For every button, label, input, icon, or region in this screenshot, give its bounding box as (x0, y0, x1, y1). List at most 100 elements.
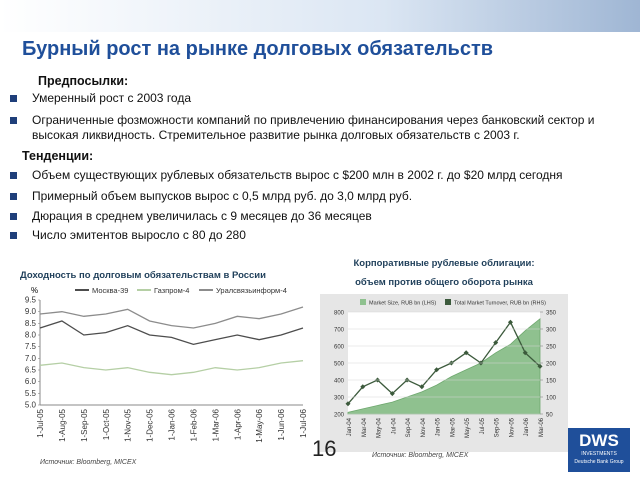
marker (537, 363, 543, 369)
logo-line: Deutsche Bank Group (574, 459, 624, 465)
bullet: Дюрация в среднем увеличилась с 9 месяце… (10, 209, 612, 224)
x-tick-label: Sep-04 (406, 417, 412, 437)
y-tick-label: 9.5 (25, 296, 37, 305)
bullet-text: Объем существующих рублевых обязательств… (32, 168, 563, 182)
y-tick-label: 7.0 (25, 354, 37, 363)
y-tick-label: 600 (334, 345, 345, 351)
x-tick-label: 1-Oct-05 (102, 408, 111, 440)
y2-tick-label: 250 (546, 345, 557, 351)
x-tick-label: May-04 (377, 417, 383, 438)
marker (507, 319, 513, 325)
y-tick-label: 6.5 (25, 366, 37, 375)
legend-label: Market Size, RUB bn (LHS) (369, 301, 436, 307)
source: Источник: Bloomberg, MICEX (40, 459, 137, 466)
y2-tick-label: 50 (546, 413, 553, 419)
y-tick-label: 7.5 (25, 342, 37, 351)
y2-tick-label: 350 (546, 311, 557, 317)
bullet: Число эмитентов выросло с 80 до 280 (10, 228, 612, 243)
x-tick-label: 1-Jun-06 (277, 408, 286, 440)
y-axis-label: % (31, 286, 38, 295)
bullet: Ограниченные фозможности компаний по при… (10, 113, 612, 143)
marker (434, 367, 440, 373)
x-tick-label: 1-Aug-05 (58, 408, 67, 441)
section-heading: Предпосылки: (38, 74, 129, 88)
x-tick-label: 1-Mar-06 (211, 408, 220, 441)
source: Источник: Bloomberg, MICEX (372, 452, 469, 459)
x-tick-label: 1-Jul-05 (36, 408, 45, 437)
bond-market-chart: Корпоративные рублевые облигации: объем п… (320, 258, 568, 452)
y-tick-label: 400 (334, 379, 345, 385)
bullet-text: Примерный объем выпусков вырос с 0,5 млр… (32, 189, 413, 203)
logo-line: INVESTMENTS (581, 451, 617, 457)
x-tick-label: Mar-06 (539, 417, 545, 437)
y-tick-label: 8.5 (25, 319, 37, 328)
x-tick-label: Mar-05 (450, 417, 456, 437)
bullet-text: Число эмитентов выросло с 80 до 280 (32, 228, 246, 242)
area (347, 317, 541, 415)
x-tick-label: 1-Feb-06 (189, 408, 198, 441)
y2-tick-label: 150 (546, 379, 557, 385)
marker (419, 384, 425, 390)
logo: DWS INVESTMENTS Deutsche Bank Group (568, 428, 630, 472)
x-tick-label: 1-Dec-05 (146, 408, 155, 441)
chart-subtitle: объем против общего оборота рынка (355, 277, 533, 288)
y2-tick-label: 100 (546, 396, 557, 402)
legend-label: Total Market Turnover, RUB bn (RHS) (454, 301, 546, 307)
bullet-text: Умеренный рост с 2003 года (32, 91, 192, 105)
chart-title: Доходность по долговым обязательствам в … (20, 270, 266, 281)
x-tick-label: 1-May-06 (255, 408, 264, 442)
line (39, 306, 304, 329)
slide-title: Бурный рост на рынке долговых обязательс… (22, 38, 494, 60)
x-tick-label: 1-Nov-05 (124, 408, 133, 441)
legend-swatch (445, 299, 451, 305)
y-tick-label: 9.0 (25, 307, 37, 316)
y-tick-label: 8.0 (25, 331, 37, 340)
chart-title: Корпоративные рублевые облигации: (353, 258, 534, 269)
marker (360, 384, 366, 390)
bullet: Объем существующих рублевых обязательств… (10, 168, 612, 183)
bullet-text: Ограниченные фозможности компаний по при… (32, 113, 595, 142)
x-tick-label: 1-Apr-06 (233, 408, 242, 440)
y-tick-label: 6.0 (25, 377, 37, 386)
bullet: Умеренный рост с 2003 года (10, 91, 612, 106)
x-tick-label: Nov-04 (421, 417, 427, 437)
y2-tick-label: 300 (546, 328, 557, 334)
x-tick-label: Jan-06 (524, 417, 530, 436)
y-tick-label: 500 (334, 362, 345, 368)
y-tick-label: 800 (334, 311, 345, 317)
line (39, 320, 304, 346)
x-tick-label: Sep-05 (495, 417, 501, 437)
x-tick-label: Jan-05 (436, 417, 442, 436)
legend-label: Москва-39 (92, 286, 128, 295)
marker (345, 401, 351, 407)
line (347, 320, 541, 405)
x-tick-label: 1-Sep-05 (80, 408, 89, 441)
y2-tick-label: 200 (546, 362, 557, 368)
y-tick-label: 5.0 (25, 401, 37, 410)
x-tick-label: May-05 (465, 417, 471, 438)
y-tick-label: 5.5 (25, 389, 37, 398)
x-tick-label: Nov-05 (509, 417, 515, 437)
bullet-text: Дюрация в среднем увеличилась с 9 месяце… (32, 209, 372, 223)
legend-label: Газпром-4 (154, 286, 189, 295)
x-tick-label: Jul-04 (391, 417, 397, 434)
legend-label: Уралсвязьинформ-4 (216, 286, 287, 295)
marker (522, 350, 528, 356)
marker (389, 391, 395, 397)
x-tick-label: Jul-05 (480, 417, 486, 434)
x-tick-label: 1-Jan-06 (168, 408, 177, 440)
y-tick-label: 200 (334, 413, 345, 419)
x-tick-label: 1-Jul-06 (299, 408, 308, 437)
y-tick-label: 300 (334, 396, 345, 402)
section-heading: Тенденции: (22, 149, 94, 163)
y-tick-label: 700 (334, 328, 345, 334)
bullet: Примерный объем выпусков вырос с 0,5 млр… (10, 189, 612, 204)
logo-name: DWS (579, 431, 619, 450)
header-band (0, 0, 640, 32)
line (39, 360, 304, 376)
marker (463, 350, 469, 356)
marker (493, 340, 499, 346)
page-number: 16 (312, 436, 337, 461)
legend-swatch (360, 299, 366, 305)
